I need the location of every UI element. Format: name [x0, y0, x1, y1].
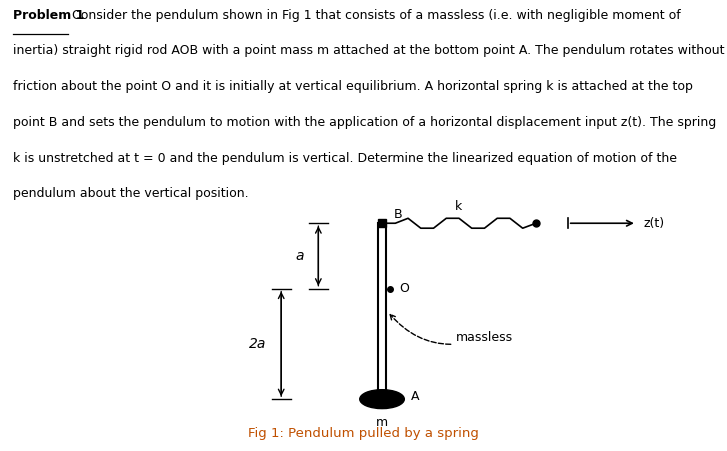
Text: Problem 1: Problem 1: [13, 9, 84, 22]
Text: k is unstretched at t = 0 and the pendulum is vertical. Determine the linearized: k is unstretched at t = 0 and the pendul…: [13, 152, 677, 165]
Text: O: O: [399, 282, 409, 295]
Text: A: A: [411, 391, 419, 403]
Text: k: k: [455, 200, 462, 213]
Text: pendulum about the vertical position.: pendulum about the vertical position.: [13, 187, 249, 200]
Text: friction about the point O and it is initially at vertical equilibrium. A horizo: friction about the point O and it is ini…: [13, 80, 693, 93]
Text: inertia) straight rigid rod AOB with a point mass m attached at the bottom point: inertia) straight rigid rod AOB with a p…: [13, 44, 725, 57]
Text: z(t): z(t): [643, 217, 664, 230]
Text: 2a: 2a: [249, 337, 266, 351]
Text: massless: massless: [390, 314, 513, 345]
Text: a: a: [295, 249, 303, 263]
Text: B: B: [394, 208, 402, 221]
Text: Fig 1: Pendulum pulled by a spring: Fig 1: Pendulum pulled by a spring: [248, 427, 479, 440]
Text: m: m: [376, 416, 388, 429]
Text: point B and sets the pendulum to motion with the application of a horizontal dis: point B and sets the pendulum to motion …: [13, 116, 716, 129]
Text: Consider the pendulum shown in Fig 1 that consists of a massless (i.e. with negl: Consider the pendulum shown in Fig 1 tha…: [68, 9, 681, 22]
Circle shape: [360, 390, 404, 409]
